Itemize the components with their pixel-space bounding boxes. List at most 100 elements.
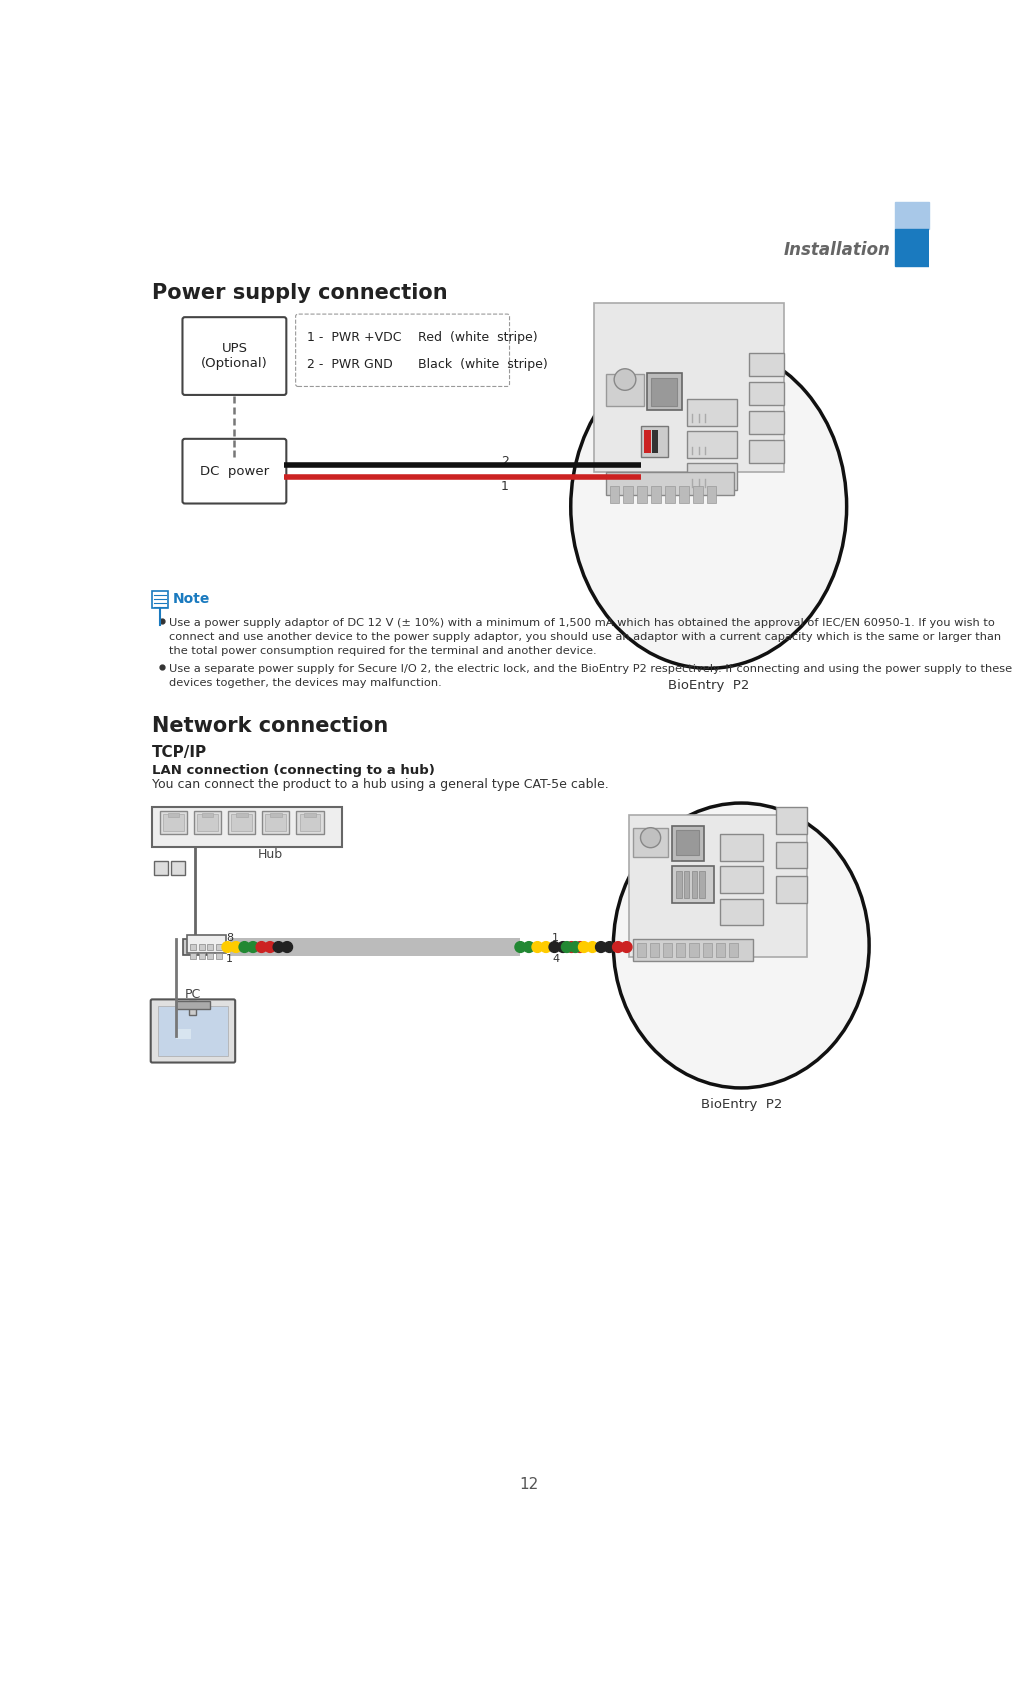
Text: PC: PC [185,989,201,1002]
Bar [663,943,672,957]
Bar [184,940,206,955]
Bar [694,486,703,503]
Circle shape [614,369,636,390]
Bar [207,945,214,950]
Bar [154,860,168,874]
Bar [749,353,784,376]
Bar [689,943,699,957]
Circle shape [230,941,241,953]
Bar [207,953,214,960]
Ellipse shape [571,344,846,668]
Bar [228,811,255,833]
Circle shape [248,941,258,953]
Text: DC  power: DC power [200,464,269,477]
Circle shape [541,941,551,953]
Bar [189,1000,196,1016]
Bar [720,899,763,926]
Bar [153,806,343,847]
Circle shape [570,941,581,953]
Text: 1: 1 [501,481,509,493]
Bar [296,811,323,833]
Circle shape [515,941,525,953]
Circle shape [273,941,284,953]
Ellipse shape [613,803,869,1088]
Bar [676,830,700,855]
Bar [672,827,704,860]
Bar [197,813,218,830]
Bar [175,1000,209,1009]
Circle shape [561,941,573,953]
Bar [171,860,185,874]
Bar [637,943,646,957]
Bar [199,953,205,960]
Text: 1: 1 [552,933,559,943]
Bar [628,815,807,957]
Circle shape [587,941,598,953]
Circle shape [641,828,660,847]
Bar [194,811,221,833]
Bar [199,945,205,950]
Bar [672,865,714,903]
Bar [749,381,784,405]
Circle shape [613,941,623,953]
Bar [679,486,688,503]
Bar [633,940,753,962]
Bar [623,486,633,503]
Bar [652,430,658,452]
Bar [236,813,248,817]
Bar [638,486,647,503]
Circle shape [549,941,560,953]
Bar [895,229,929,265]
Text: Use a separate power supply for Secure I/O 2, the electric lock, and the BioEntr: Use a separate power supply for Secure I… [169,665,1012,675]
Bar [776,876,807,903]
Bar [703,943,712,957]
Text: 2: 2 [501,455,509,467]
Text: Note: Note [173,592,211,606]
Bar [749,412,784,434]
Bar [687,464,738,491]
Bar [270,813,282,817]
Circle shape [567,941,577,953]
Text: the total power consumption required for the terminal and another device.: the total power consumption required for… [169,646,596,656]
Bar [606,472,734,494]
Bar [168,813,180,817]
Bar [175,1029,191,1039]
Bar [231,813,252,830]
Text: BioEntry  P2: BioEntry P2 [668,678,749,692]
Bar [190,953,196,960]
Bar [651,486,660,503]
Text: 8: 8 [226,933,233,943]
Bar [262,811,289,833]
Bar [644,430,650,452]
Bar [700,870,705,897]
Bar [153,590,168,609]
FancyBboxPatch shape [183,317,286,395]
Bar [163,813,184,830]
Bar [641,425,668,457]
Bar [687,432,738,459]
Bar [633,828,668,857]
Circle shape [264,941,276,953]
Text: 4: 4 [552,953,559,963]
Bar [895,202,929,229]
Text: 1 -  PWR +VDC: 1 - PWR +VDC [308,331,401,344]
Bar [749,440,784,464]
Bar [684,870,689,897]
Text: devices together, the devices may malfunction.: devices together, the devices may malfun… [169,678,442,688]
Text: You can connect the product to a hub using a general type CAT-5e cable.: You can connect the product to a hub usi… [153,778,609,791]
Bar [202,813,214,817]
Text: 1: 1 [226,953,233,963]
Bar [610,486,619,503]
Bar [158,1007,228,1056]
Bar [687,398,738,425]
Bar [776,842,807,869]
Circle shape [523,941,535,953]
Circle shape [575,941,585,953]
Text: Red  (white  stripe): Red (white stripe) [418,331,538,344]
Circle shape [222,941,233,953]
Text: LAN connection (connecting to a hub): LAN connection (connecting to a hub) [153,764,436,778]
Bar [606,375,644,407]
Bar [651,378,677,405]
Circle shape [256,941,267,953]
Bar [187,935,226,953]
